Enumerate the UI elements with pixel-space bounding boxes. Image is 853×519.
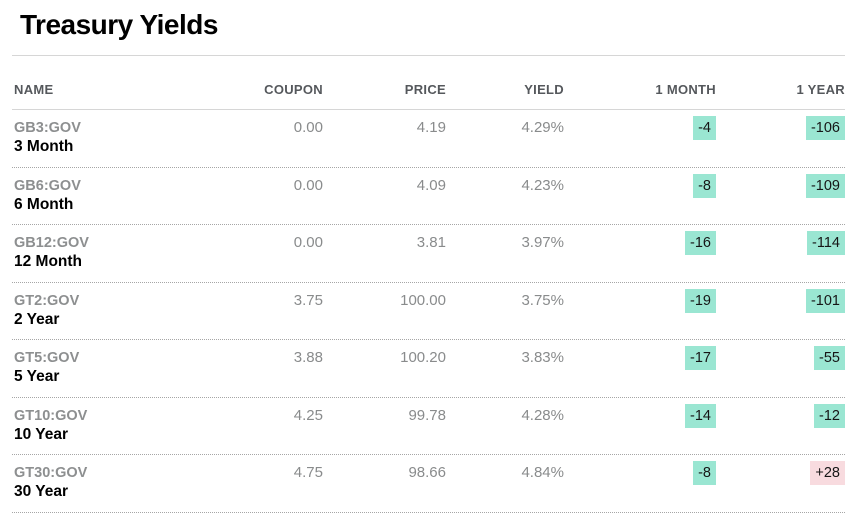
col-header-coupon: COUPON — [264, 82, 323, 97]
treasury-yields-table: NAME COUPON PRICE YIELD 1 MONTH 1 YEAR G… — [12, 55, 845, 513]
table-row: GT2:GOV 2 Year 3.75 100.00 3.75% -19 -10… — [12, 283, 845, 340]
ticker-link[interactable]: GT30:GOV — [14, 465, 88, 481]
one-month-change-badge: -8 — [693, 461, 716, 485]
coupon-value: 3.88 — [293, 349, 323, 366]
price-value: 99.78 — [408, 406, 446, 424]
one-year-change-badge: -106 — [805, 116, 845, 140]
col-header-price: PRICE — [404, 82, 446, 97]
price-value: 100.20 — [400, 349, 446, 366]
ticker-link[interactable]: GT10:GOV — [14, 407, 88, 424]
one-year-change-badge: -12 — [814, 403, 845, 428]
table-row: GT5:GOV 5 Year 3.88 100.20 3.83% -17 -55 — [12, 340, 845, 398]
coupon-value: 0.00 — [293, 176, 323, 194]
table-row: GB3:GOV 3 Month 0.00 4.19 4.29% -4 -106 — [12, 110, 845, 168]
coupon-value: 3.75 — [293, 291, 323, 309]
security-name: 3 Month — [14, 138, 74, 155]
one-month-change-badge: -8 — [693, 173, 716, 198]
ticker-link[interactable]: GB12:GOV — [14, 235, 89, 251]
security-name: 6 Month — [14, 195, 74, 213]
security-name: 10 Year — [14, 425, 69, 443]
one-year-change-badge: -55 — [814, 346, 845, 370]
col-header-1-month: 1 MONTH — [655, 82, 716, 97]
one-month-change-badge: -4 — [693, 116, 716, 140]
yield-value: 4.28% — [521, 406, 564, 424]
price-value: 4.19 — [416, 119, 446, 136]
one-year-change-badge: +28 — [810, 461, 845, 485]
one-month-change-badge: -16 — [685, 231, 716, 255]
coupon-value: 4.75 — [293, 464, 323, 481]
security-name: 12 Month — [14, 253, 83, 270]
col-header-yield: YIELD — [524, 82, 564, 97]
price-value: 3.81 — [416, 234, 446, 251]
security-name: 5 Year — [14, 368, 60, 385]
col-header-1-year: 1 YEAR — [796, 82, 845, 97]
ticker-link[interactable]: GT2:GOV — [14, 292, 80, 309]
table-row: GT10:GOV 10 Year 4.25 99.78 4.28% -14 -1… — [12, 398, 845, 455]
coupon-value: 4.25 — [293, 406, 323, 424]
one-month-change-badge: -19 — [685, 288, 716, 313]
yield-value: 3.75% — [521, 291, 564, 309]
one-year-change-badge: -114 — [807, 231, 845, 255]
price-value: 100.00 — [400, 291, 446, 309]
security-name: 2 Year — [14, 310, 60, 328]
table-row: GT30:GOV 30 Year 4.75 98.66 4.84% -8 +28 — [12, 455, 845, 513]
table-row: GB12:GOV 12 Month 0.00 3.81 3.97% -16 -1… — [12, 225, 845, 283]
page-title: Treasury Yields — [20, 9, 218, 40]
yield-value: 3.83% — [521, 349, 564, 366]
table-row: GB6:GOV 6 Month 0.00 4.09 4.23% -8 -109 — [12, 168, 845, 225]
coupon-value: 0.00 — [293, 234, 323, 251]
price-value: 98.66 — [408, 464, 446, 481]
yield-value: 4.23% — [521, 176, 564, 194]
yield-value: 4.29% — [521, 119, 564, 136]
col-header-name: NAME — [14, 82, 54, 97]
table-header-row: NAME COUPON PRICE YIELD 1 MONTH 1 YEAR — [12, 56, 845, 110]
coupon-value: 0.00 — [293, 119, 323, 136]
ticker-link[interactable]: GB3:GOV — [14, 120, 81, 136]
one-month-change-badge: -14 — [685, 403, 716, 428]
ticker-link[interactable]: GB6:GOV — [14, 177, 81, 194]
one-year-change-badge: -101 — [805, 288, 845, 313]
ticker-link[interactable]: GT5:GOV — [14, 350, 80, 366]
yield-value: 3.97% — [521, 234, 564, 251]
price-value: 4.09 — [416, 176, 446, 194]
one-month-change-badge: -17 — [685, 346, 716, 370]
security-name: 30 Year — [14, 483, 69, 500]
yield-value: 4.84% — [521, 464, 564, 481]
one-year-change-badge: -109 — [805, 173, 845, 198]
